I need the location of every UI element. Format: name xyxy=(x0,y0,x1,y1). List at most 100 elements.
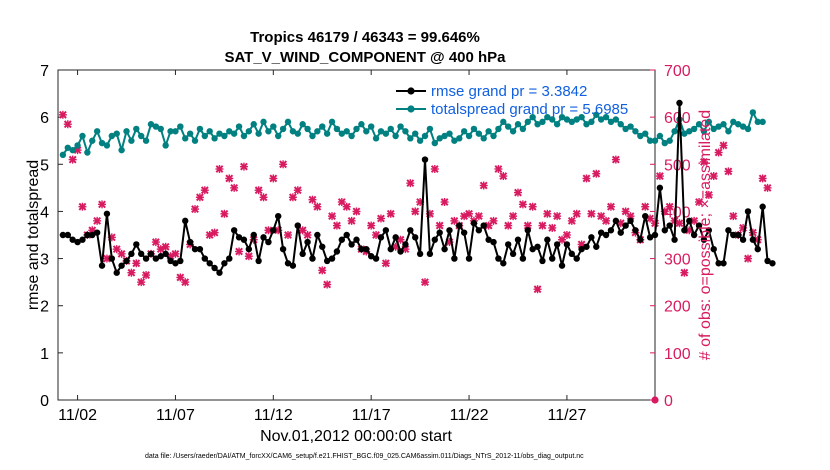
obs-count-point xyxy=(112,245,121,254)
totalspread-point xyxy=(103,142,111,149)
rmse-point xyxy=(759,203,766,210)
rmse-point xyxy=(637,236,644,243)
totalspread-point xyxy=(524,118,531,126)
obs-count-point xyxy=(582,174,591,183)
rmse-point xyxy=(343,231,350,239)
totalspread-point xyxy=(720,121,727,128)
rmse-point xyxy=(152,255,160,262)
obs-count-point xyxy=(93,216,102,225)
totalspread-point xyxy=(284,118,292,126)
right-y-tick-label: 700 xyxy=(664,63,691,80)
rmse-point xyxy=(177,257,184,265)
rmse-point xyxy=(279,245,287,253)
obs-count-point xyxy=(283,231,292,239)
rmse-point xyxy=(744,208,752,215)
rmse-series xyxy=(59,99,776,276)
rmse-point xyxy=(490,238,497,246)
obs-count-point xyxy=(406,179,415,188)
x-tick-label: 11/22 xyxy=(450,407,489,424)
rmse-point xyxy=(593,243,600,250)
obs-count-point xyxy=(367,221,376,230)
totalspread-point xyxy=(152,123,160,130)
totalspread-point xyxy=(304,125,311,133)
obs-possible-zero-marker xyxy=(651,396,659,404)
rmse-point xyxy=(118,262,125,269)
chart-subtitle: SAT_V_WIND_COMPONENT @ 400 hPa xyxy=(224,49,506,66)
totalspread-point xyxy=(651,137,659,144)
totalspread-point xyxy=(416,137,424,144)
rmse-point xyxy=(544,236,551,243)
obs-count-point xyxy=(117,249,126,258)
obs-count-point xyxy=(137,278,146,287)
totalspread-point xyxy=(265,128,272,135)
totalspread-point xyxy=(402,128,409,135)
rmse-point xyxy=(64,231,71,239)
rmse-point xyxy=(524,227,531,234)
obs-count-point xyxy=(553,212,562,221)
rmse-point xyxy=(705,227,713,234)
rmse-point xyxy=(617,229,624,236)
x-tick-label: 11/17 xyxy=(352,407,391,424)
rmse-point xyxy=(573,255,580,262)
totalspread-point xyxy=(563,116,571,123)
totalspread-point xyxy=(690,125,698,133)
rmse-point xyxy=(182,217,189,225)
totalspread-point xyxy=(646,137,654,144)
legend-rmse-marker xyxy=(407,87,415,95)
rmse-point xyxy=(475,227,483,234)
totalspread-point xyxy=(583,121,590,128)
totalspread-point xyxy=(470,125,478,133)
rmse-point xyxy=(98,262,106,269)
totalspread-point xyxy=(260,118,267,126)
rmse-point xyxy=(250,231,257,239)
right-y-tick-label: 0 xyxy=(664,393,673,410)
obs-count-point xyxy=(587,209,596,218)
left-y-tick-label: 5 xyxy=(40,157,49,174)
totalspread-point xyxy=(695,121,703,128)
rmse-point xyxy=(79,236,86,243)
totalspread-point xyxy=(602,113,610,121)
obs-count-point xyxy=(430,165,439,173)
rmse-point xyxy=(304,238,311,246)
totalspread-point xyxy=(397,123,404,130)
obs-count-point xyxy=(499,172,508,181)
totalspread-point xyxy=(353,125,360,133)
totalspread-point xyxy=(211,135,218,142)
obs-count-point xyxy=(411,207,420,216)
rmse-point xyxy=(172,260,179,267)
rmse-point xyxy=(157,253,164,260)
rmse-point xyxy=(602,231,610,239)
rmse-point xyxy=(103,210,111,217)
rmse-point xyxy=(348,241,355,248)
totalspread-point xyxy=(436,135,443,142)
rmse-point xyxy=(695,222,703,229)
rmse-point xyxy=(162,250,169,258)
totalspread-point xyxy=(216,130,223,137)
rmse-point xyxy=(627,217,634,225)
rmse-point xyxy=(690,231,698,239)
rmse-point xyxy=(642,212,649,220)
rmse-point xyxy=(421,156,429,163)
totalspread-point xyxy=(500,118,507,126)
rmse-point xyxy=(270,227,277,234)
obs-count-point xyxy=(714,148,723,157)
rmse-point xyxy=(754,245,761,253)
left-y-tick-label: 1 xyxy=(40,346,49,363)
totalspread-point xyxy=(137,132,145,140)
totalspread-point xyxy=(480,135,487,142)
totalspread-point xyxy=(446,130,453,137)
obs-count-point xyxy=(191,205,200,214)
totalspread-point xyxy=(725,128,732,135)
obs-count-point xyxy=(489,216,498,225)
rmse-point xyxy=(387,245,394,253)
rmse-point xyxy=(221,260,228,267)
rmse-point xyxy=(367,253,375,260)
totalspread-point xyxy=(637,132,644,140)
rmse-point xyxy=(725,227,732,234)
rmse-point xyxy=(392,234,399,241)
totalspread-point xyxy=(289,128,297,135)
rmse-point xyxy=(446,227,453,234)
obs-count-point xyxy=(68,155,77,164)
totalspread-point xyxy=(456,135,463,142)
obs-count-point xyxy=(665,202,674,211)
